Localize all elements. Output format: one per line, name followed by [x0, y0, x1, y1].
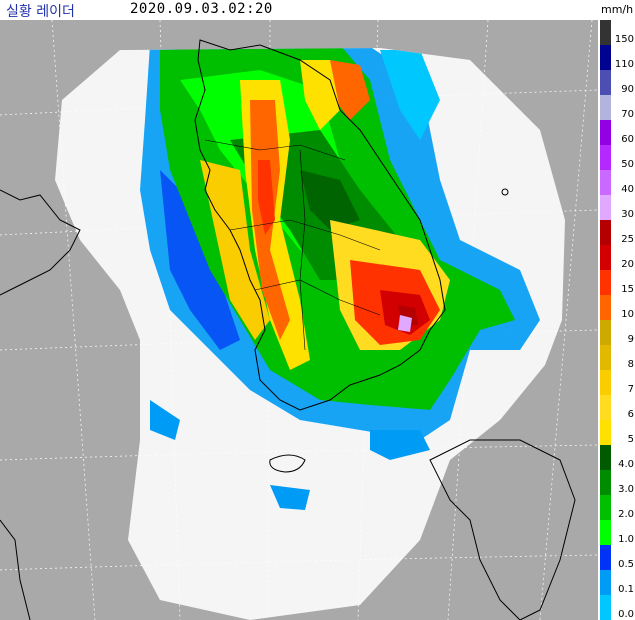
legend-label: 10: [621, 309, 634, 320]
legend-label: 0.1: [618, 584, 634, 595]
header-bar: 실황 레이더 2020.09.03.02:20 mm/h: [0, 0, 635, 20]
radar-map[interactable]: [0, 20, 598, 620]
legend-label: 40: [621, 184, 634, 195]
legend-swatch: [600, 170, 611, 195]
legend-swatch: [600, 95, 611, 120]
legend-swatch: [600, 445, 611, 470]
observation-timestamp: 2020.09.03.02:20: [130, 1, 273, 17]
legend-label: 110: [614, 59, 634, 70]
legend-swatch: [600, 495, 611, 520]
legend-swatch: [600, 420, 611, 445]
legend-swatch: [600, 345, 611, 370]
legend-label: 30: [621, 209, 634, 220]
legend-swatch: [600, 195, 611, 220]
legend-swatch: [600, 320, 611, 345]
legend-label: 1.0: [618, 534, 634, 545]
legend-swatch: [600, 520, 611, 545]
legend-label: 6: [627, 409, 634, 420]
page-title: 실황 레이더: [6, 4, 75, 20]
legend-label: 4.0: [618, 459, 634, 470]
legend-unit: mm/h: [601, 3, 634, 16]
legend-label: 0.5: [618, 559, 634, 570]
legend-label: 2.0: [618, 509, 634, 520]
coastlines: [0, 39, 576, 620]
legend-label: 60: [621, 134, 634, 145]
legend-swatch: [600, 595, 611, 620]
legend-swatch: [600, 20, 611, 45]
radar-map-canvas: [0, 20, 598, 620]
legend-label: 50: [621, 159, 634, 170]
legend-swatch: [600, 220, 611, 245]
legend-swatch: [600, 370, 611, 395]
legend-label: 150: [614, 34, 634, 45]
legend-swatch: [600, 45, 611, 70]
legend-label: 25: [621, 234, 634, 245]
legend-label: 7: [627, 384, 634, 395]
legend-label: 9: [627, 334, 634, 345]
legend-swatch: [600, 270, 611, 295]
legend-label: 0.0: [618, 609, 634, 620]
legend-swatch: [600, 245, 611, 270]
legend-swatch: [600, 470, 611, 495]
legend-swatch: [600, 395, 611, 420]
legend-swatch: [600, 295, 611, 320]
precipitation-legend: 150 110 90 70 60 50 40 30 25 20 15 10 9 8 7 6 5 4.0 3.0 2.0…: [598, 20, 635, 620]
legend-swatch: [600, 70, 611, 95]
legend-label: 5: [627, 434, 634, 445]
legend-label: 3.0: [618, 484, 634, 495]
legend-swatch: [600, 145, 611, 170]
legend-swatch: [600, 120, 611, 145]
legend-swatch: [600, 570, 611, 595]
precipitation-echoes: [140, 48, 540, 510]
legend-label: 8: [627, 359, 634, 370]
legend-label: 20: [621, 259, 634, 270]
legend-label: 90: [621, 84, 634, 95]
legend-label: 70: [621, 109, 634, 120]
legend-swatch: [600, 545, 611, 570]
legend-label: 15: [621, 284, 634, 295]
